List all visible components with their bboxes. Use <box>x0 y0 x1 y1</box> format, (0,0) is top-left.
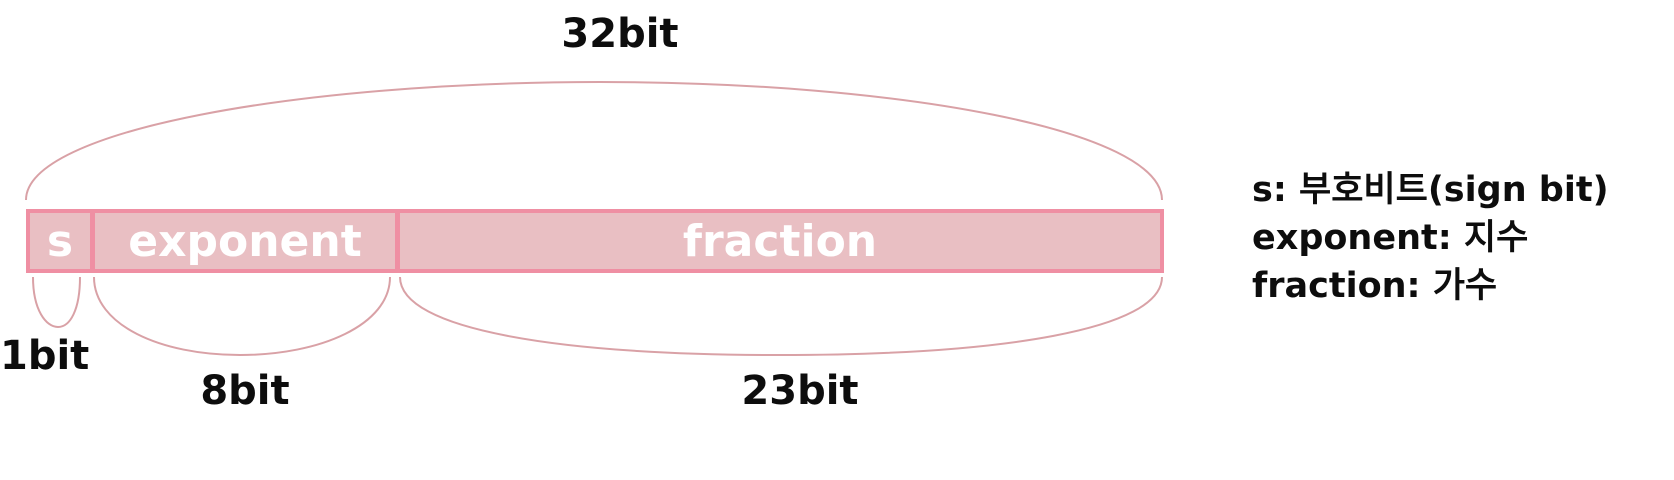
fraction-field-label: fraction <box>682 215 878 267</box>
sign-field-label: s <box>46 215 74 267</box>
exponent-field: exponent <box>91 209 399 273</box>
fraction-brace <box>399 276 1163 357</box>
fraction-field: fraction <box>396 209 1164 273</box>
exponent-brace <box>93 276 391 357</box>
exponent-bits-label: 8bit <box>200 368 290 414</box>
legend-item-sign: s: 부호비트(sign bit) <box>1252 170 1609 210</box>
sign-bits-label: 1bit <box>0 333 90 379</box>
fraction-bits-label: 23bit <box>741 368 859 414</box>
total-bits-label: 32bit <box>561 11 679 57</box>
legend: s: 부호비트(sign bit) exponent: 지수 fraction:… <box>1252 166 1609 310</box>
legend-item-exponent: exponent: 지수 <box>1252 218 1529 258</box>
exponent-field-label: exponent <box>128 215 362 267</box>
total-brace <box>25 80 1163 201</box>
sign-brace <box>32 276 81 329</box>
legend-item-fraction: fraction: 가수 <box>1252 266 1498 306</box>
sign-field: s <box>26 209 94 273</box>
